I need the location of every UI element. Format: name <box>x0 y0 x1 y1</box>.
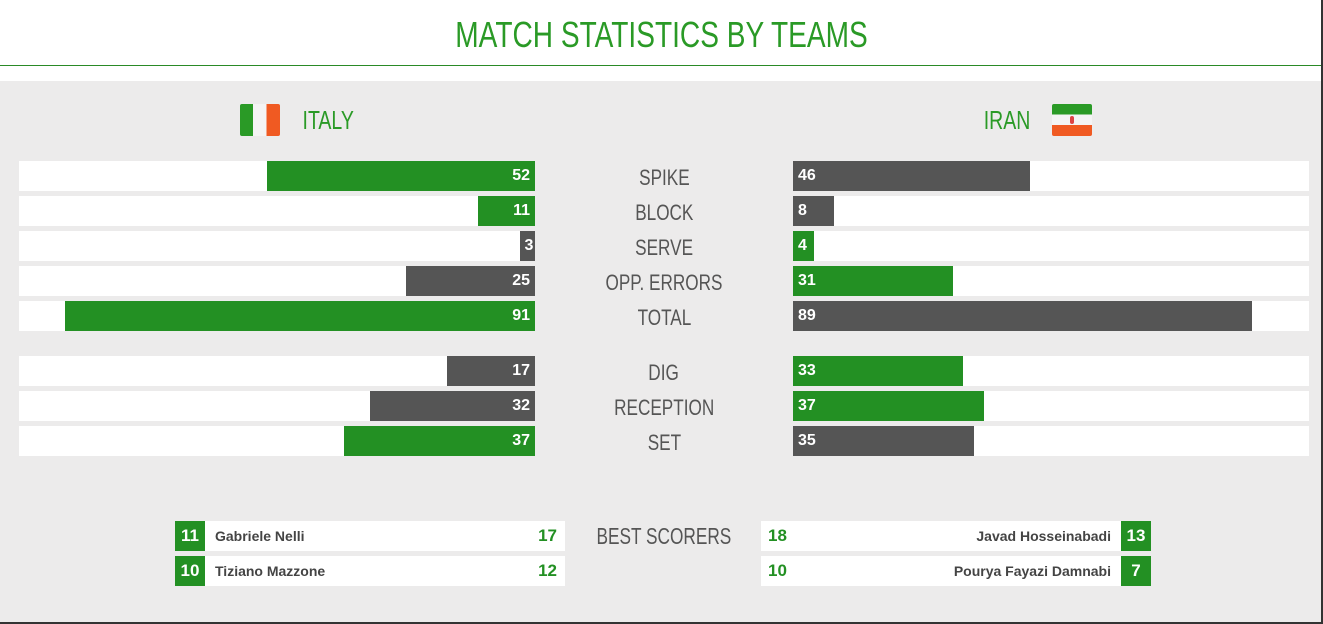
scorer-row: 10 Pourya Fayazi Damnabi 7 <box>761 556 1151 586</box>
left-track: 11 <box>19 196 535 226</box>
player-name: Gabriele Nelli <box>215 528 305 544</box>
right-track: 35 <box>793 426 1309 456</box>
right-track: 46 <box>793 161 1309 191</box>
stat-label: BLOCK <box>634 200 694 225</box>
iran-bar: 35 <box>793 426 974 456</box>
team-name-left: ITALY <box>302 104 354 135</box>
stat-row-reception: 32 RECEPTION 37 <box>19 391 1309 421</box>
left-track: 25 <box>19 266 535 296</box>
stat-label: OPP. ERRORS <box>605 270 723 295</box>
iran-bar: 4 <box>793 231 814 261</box>
iran-bar: 31 <box>793 266 953 296</box>
player-name: Pourya Fayazi Damnabi <box>953 563 1111 579</box>
left-track: 17 <box>19 356 535 386</box>
stat-label: TOTAL <box>637 305 691 330</box>
player-number: 7 <box>1121 556 1151 586</box>
stat-label: DIG <box>648 360 680 385</box>
italy-bar: 11 <box>478 196 535 226</box>
player-number: 11 <box>175 521 205 551</box>
left-track: 3 <box>19 231 535 261</box>
scorer-row: 18 Javad Hosseinabadi 13 <box>761 521 1151 551</box>
italy-bar: 91 <box>65 301 535 331</box>
stat-row-spike: 52 SPIKE 46 <box>19 161 1309 191</box>
player-points: 18 <box>768 526 787 545</box>
right-track: 37 <box>793 391 1309 421</box>
stat-row-total: 91 TOTAL 89 <box>19 301 1309 331</box>
stat-row-block: 11 BLOCK 8 <box>19 196 1309 226</box>
left-track: 52 <box>19 161 535 191</box>
right-track: 8 <box>793 196 1309 226</box>
scorer-row: 10 Tiziano Mazzone 12 <box>175 556 565 586</box>
italy-bar: 52 <box>266 161 535 191</box>
best-scorers-label: BEST SCORERS <box>596 523 731 549</box>
left-track: 37 <box>19 426 535 456</box>
left-track: 32 <box>19 391 535 421</box>
player-name: Javad Hosseinabadi <box>976 528 1111 544</box>
iran-flag-icon <box>1052 104 1093 136</box>
italy-bar: 25 <box>406 266 535 296</box>
italy-bar: 37 <box>344 426 535 456</box>
right-track: 33 <box>793 356 1309 386</box>
iran-bar: 89 <box>793 301 1253 331</box>
player-points: 17 <box>538 526 557 545</box>
stat-label: RECEPTION <box>613 395 715 420</box>
stat-label: SET <box>647 430 681 455</box>
italy-bar: 3 <box>519 231 535 261</box>
right-track: 89 <box>793 301 1309 331</box>
player-name: Tiziano Mazzone <box>215 563 326 579</box>
player-number: 10 <box>175 556 205 586</box>
stat-row-set: 37 SET 35 <box>19 426 1309 456</box>
right-track: 31 <box>793 266 1309 296</box>
iran-bar: 33 <box>793 356 964 386</box>
player-number: 13 <box>1121 521 1151 551</box>
iran-bar: 37 <box>793 391 984 421</box>
italy-bar: 32 <box>369 391 535 421</box>
stat-label: SERVE <box>635 235 693 260</box>
divider <box>0 65 1321 66</box>
iran-bar: 8 <box>793 196 835 226</box>
player-points: 10 <box>768 561 787 580</box>
team-italy: ITALY <box>240 104 362 136</box>
team-iran: IRAN <box>976 104 1093 136</box>
stat-row-dig: 17 DIG 33 <box>19 356 1309 386</box>
scorer-row: 11 Gabriele Nelli 17 <box>175 521 565 551</box>
right-track: 4 <box>793 231 1309 261</box>
stat-row-opp-errors: 25 OPP. ERRORS 31 <box>19 266 1309 296</box>
left-track: 91 <box>19 301 535 331</box>
team-name-right: IRAN <box>983 104 1031 135</box>
stat-row-serve: 3 SERVE 4 <box>19 231 1309 261</box>
page-title: MATCH STATISTICS BY TEAMS <box>455 14 868 55</box>
iran-bar: 46 <box>793 161 1031 191</box>
italy-bar: 17 <box>447 356 535 386</box>
player-points: 12 <box>538 561 557 580</box>
stat-label: SPIKE <box>638 165 690 190</box>
italy-flag-icon <box>240 104 280 136</box>
